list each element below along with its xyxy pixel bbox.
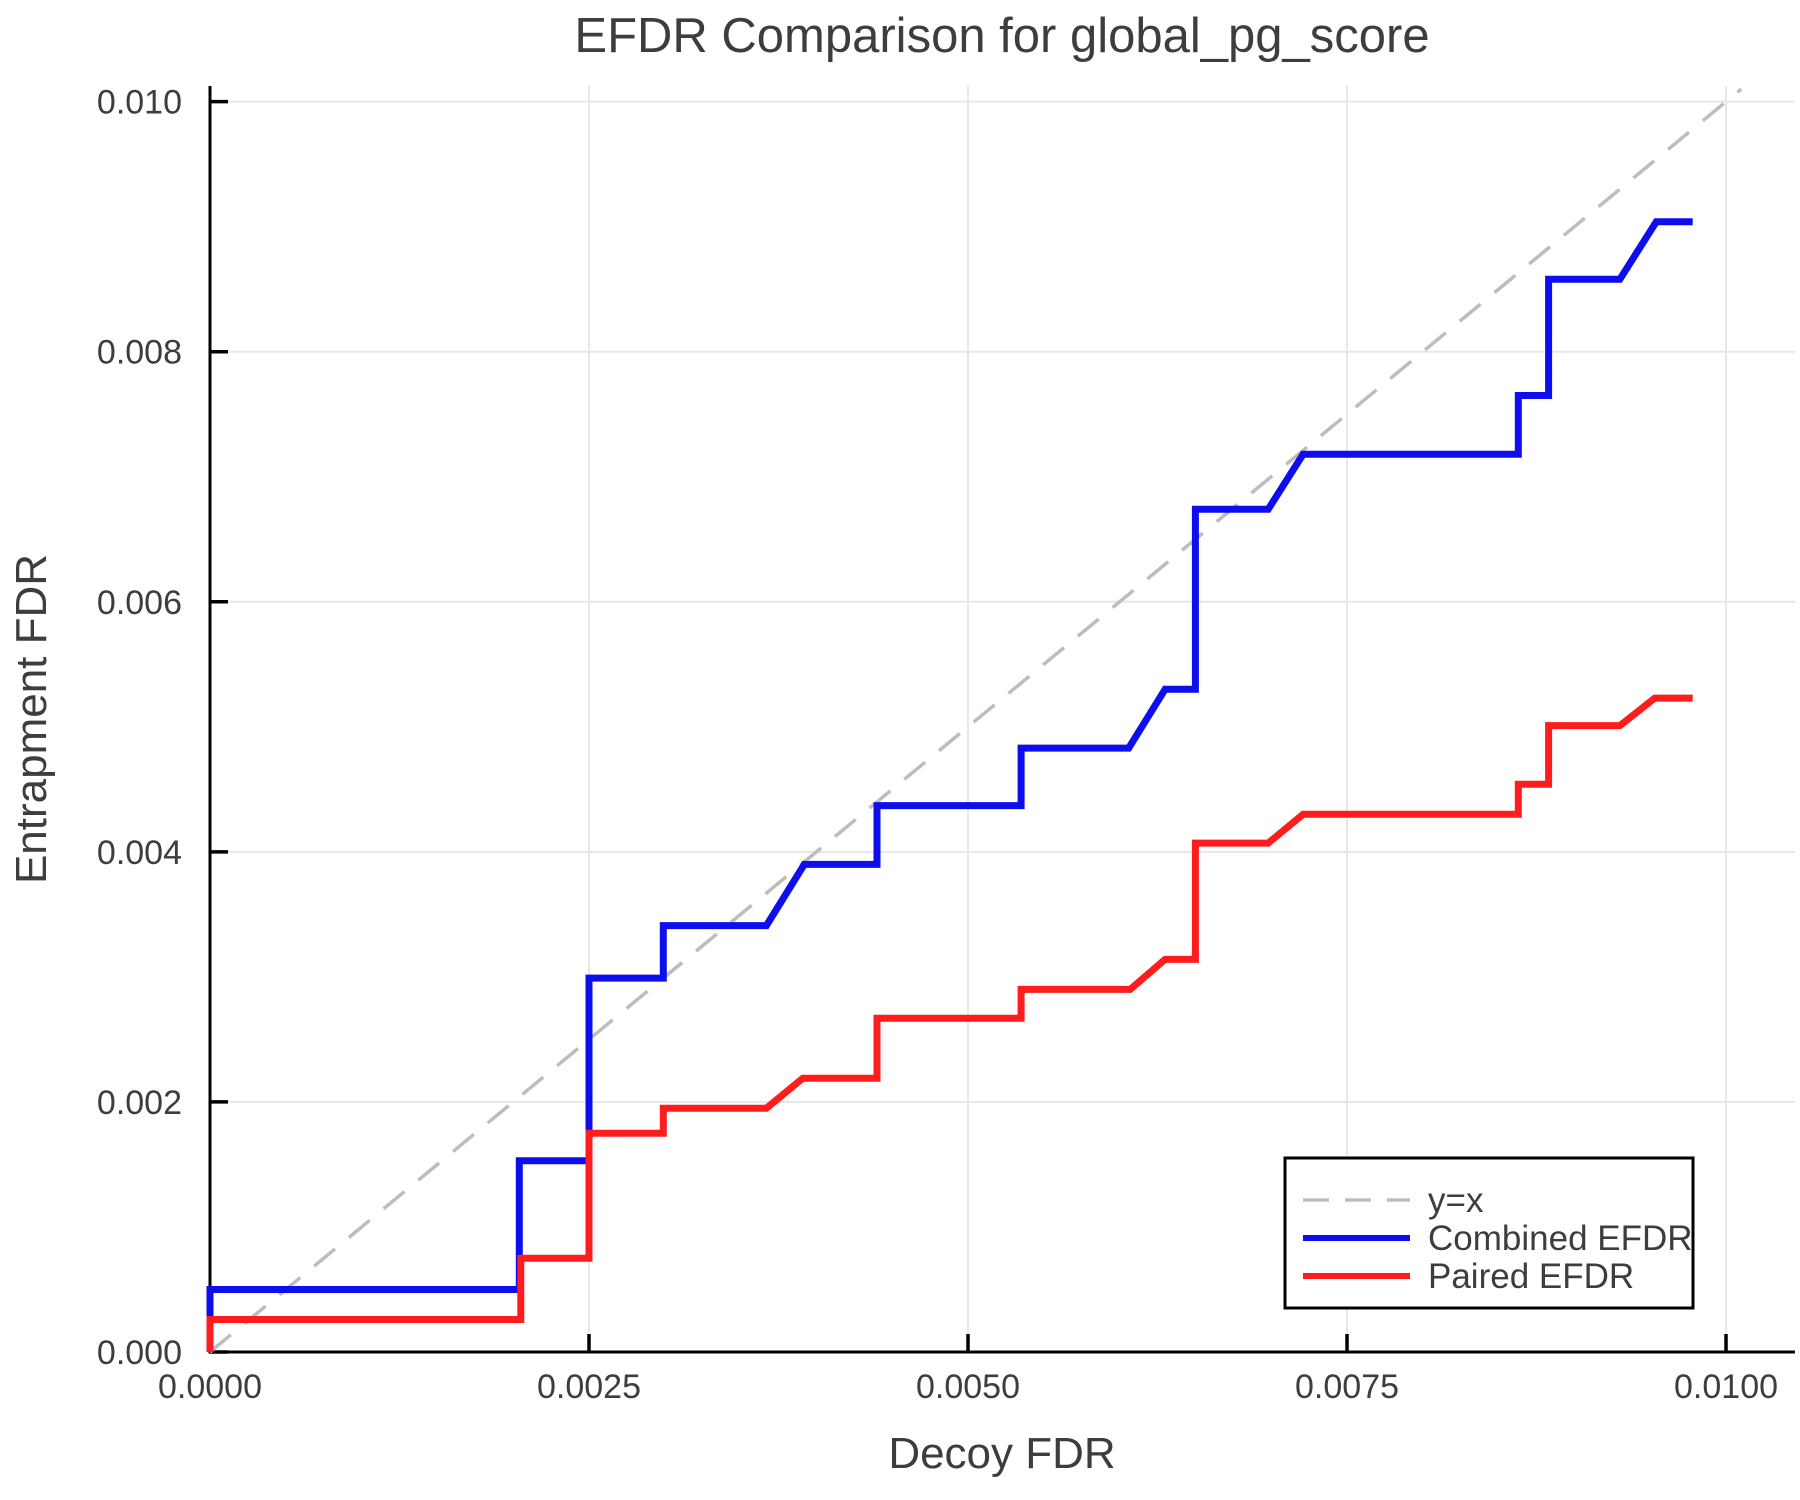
legend-label-y-x: y=x <box>1428 1181 1484 1220</box>
x-tick-label: 0.0100 <box>1674 1368 1778 1406</box>
grid-layer <box>210 86 1795 1352</box>
x-axis-label: Decoy FDR <box>888 1429 1115 1478</box>
x-tick-label: 0.0075 <box>1295 1368 1399 1406</box>
y-tick-label: 0.008 <box>97 334 182 372</box>
y-tick-label: 0.002 <box>97 1084 182 1122</box>
chart-title: EFDR Comparison for global_pg_score <box>574 9 1429 63</box>
y-tick-label: 0.006 <box>97 584 182 622</box>
x-tick-label: 0.0025 <box>537 1368 641 1406</box>
axis-layer: 0.0000 0.0025 0.0050 0.0075 0.0100 0.000 0.002… <box>97 84 1795 1406</box>
y-x-line <box>208 87 1743 1354</box>
series-layer <box>206 87 1743 1354</box>
y-tick-label: 0.000 <box>97 1334 182 1372</box>
legend-label-combined-efdr: Combined EFDR <box>1428 1219 1693 1258</box>
legend-label-paired-efdr: Paired EFDR <box>1428 1257 1634 1296</box>
legend-box <box>1283 1156 1695 1310</box>
y-axis-label: Entrapment FDR <box>7 554 56 884</box>
combined-efdr-line <box>206 218 1693 1352</box>
y-tick-label: 0.010 <box>97 84 182 122</box>
paired-efdr-line <box>206 694 1693 1352</box>
y-tick-label: 0.004 <box>97 834 182 872</box>
x-tick-label: 0.0050 <box>916 1368 1020 1406</box>
x-tick-label: 0.0000 <box>158 1368 262 1406</box>
